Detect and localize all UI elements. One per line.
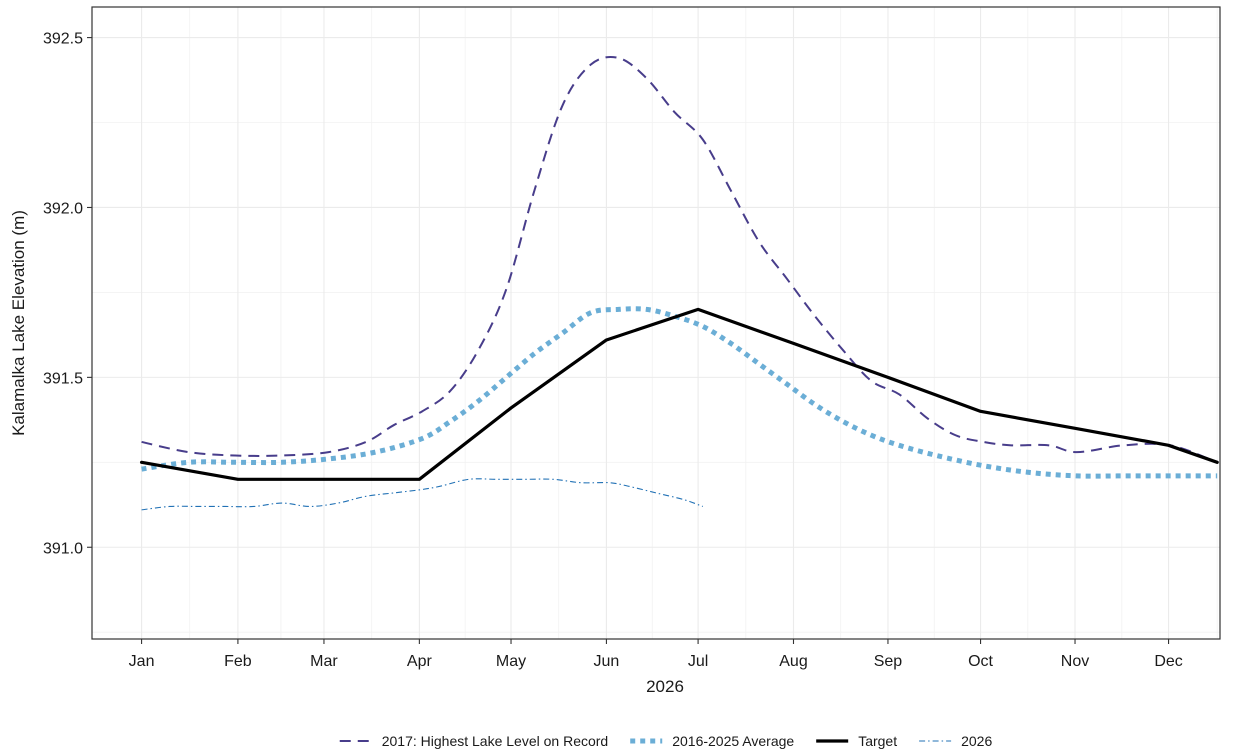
series-line-target	[139, 307, 1219, 481]
legend: 2017: Highest Lake Level on Record 2016-2…	[339, 733, 992, 749]
grid-lines	[92, 7, 1220, 639]
x-axis-title: 2026	[646, 677, 684, 696]
legend-label: 2016-2025 Average	[672, 733, 794, 749]
x-tick-label: Dec	[1154, 653, 1182, 670]
y-tick-label: 392.0	[43, 200, 83, 217]
x-tick-label: Jun	[594, 653, 620, 670]
x-tick-label: Nov	[1061, 653, 1089, 670]
y-tick-label: 391.5	[43, 370, 83, 387]
y-tick-label: 391.0	[43, 540, 83, 557]
legend-item-record-2017: 2017: Highest Lake Level on Record	[339, 733, 608, 749]
legend-item-year-2026: 2026	[919, 733, 992, 749]
legend-label: 2017: Highest Lake Level on Record	[382, 733, 608, 749]
legend-item-target: Target	[816, 733, 897, 749]
series-line-record-2017	[141, 55, 1218, 464]
x-tick-label: Oct	[968, 653, 993, 670]
legend-label: Target	[858, 733, 897, 749]
x-tick-label: May	[496, 653, 526, 670]
x-tick-label: Mar	[310, 653, 338, 670]
y-tick-label: 392.5	[43, 31, 83, 48]
plot-panel-border	[91, 6, 1221, 640]
series-line-average-2016-2025	[141, 306, 1218, 479]
series-lines	[139, 55, 1219, 511]
x-tick-label: Jul	[688, 653, 708, 670]
series-line-year-2026	[141, 478, 703, 511]
legend-label: 2026	[961, 733, 992, 749]
x-tick-label: Apr	[407, 653, 433, 670]
y-axis-title: Kalamalka Lake Elevation (m)	[9, 210, 28, 436]
x-tick-label: Feb	[224, 653, 252, 670]
x-tick-label: Aug	[779, 653, 807, 670]
legend-item-average-2016-2025: 2016-2025 Average	[630, 733, 794, 749]
x-tick-label: Sep	[874, 653, 903, 670]
x-tick-label: Jan	[129, 653, 155, 670]
axes: Jan Feb Mar Apr May Jun Jul Aug Sep Oct Nov Dec 391.…	[43, 31, 1183, 670]
